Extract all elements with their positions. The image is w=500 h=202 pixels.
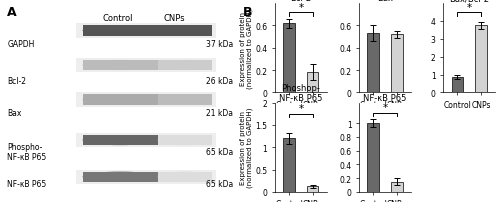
Text: 26 kDa: 26 kDa: [206, 76, 233, 85]
Text: Bax: Bax: [8, 109, 22, 118]
Bar: [158, 95, 212, 105]
Bar: [82, 26, 158, 36]
Bar: [76, 93, 216, 107]
Ellipse shape: [82, 26, 158, 36]
Text: NF-κB P65: NF-κB P65: [8, 179, 46, 188]
Bar: [368, 124, 379, 192]
Bar: [158, 135, 212, 145]
Text: GAPDH: GAPDH: [8, 40, 34, 49]
Text: 65 kDa: 65 kDa: [206, 147, 233, 156]
Text: *: *: [298, 104, 304, 114]
Text: CNPs: CNPs: [164, 14, 185, 23]
Ellipse shape: [82, 135, 158, 145]
Bar: [82, 172, 158, 182]
Bar: [368, 34, 379, 93]
Ellipse shape: [158, 26, 212, 36]
Text: Bcl-2: Bcl-2: [8, 76, 26, 85]
Ellipse shape: [158, 61, 212, 71]
Bar: [76, 133, 216, 147]
Bar: [283, 139, 295, 192]
Text: Phospho-
NF-κB P65: Phospho- NF-κB P65: [8, 142, 46, 161]
Bar: [158, 26, 212, 36]
Bar: [76, 24, 216, 38]
Bar: [82, 95, 158, 105]
Y-axis label: Expression of protein
(normalized to GAPDH): Expression of protein (normalized to GAP…: [240, 107, 253, 187]
Bar: [158, 61, 212, 71]
Title: Bcl-2: Bcl-2: [290, 0, 312, 3]
Bar: [391, 182, 402, 192]
Bar: [82, 135, 158, 145]
Bar: [452, 78, 464, 93]
Bar: [158, 172, 212, 182]
Bar: [475, 26, 487, 93]
Text: Control: Control: [102, 14, 133, 23]
Title: NF-κB P65: NF-κB P65: [364, 93, 406, 102]
Ellipse shape: [82, 172, 158, 182]
Title: Bax: Bax: [377, 0, 393, 3]
Title: Phoshop-
NF-κB P65: Phoshop- NF-κB P65: [279, 84, 322, 102]
Bar: [82, 61, 158, 71]
Text: *: *: [382, 103, 388, 113]
Text: 37 kDa: 37 kDa: [206, 40, 233, 49]
Bar: [306, 73, 318, 93]
Bar: [76, 170, 216, 184]
Text: A: A: [8, 6, 17, 19]
Text: B: B: [242, 6, 252, 19]
Bar: [391, 35, 402, 93]
Text: 21 kDa: 21 kDa: [206, 109, 233, 118]
Title: Bax/Bcl-2: Bax/Bcl-2: [449, 0, 489, 3]
Ellipse shape: [82, 61, 158, 71]
Ellipse shape: [158, 95, 212, 105]
Bar: [76, 59, 216, 73]
Y-axis label: Expression of protein
(normalized to GAPDH): Expression of protein (normalized to GAP…: [240, 8, 253, 88]
Ellipse shape: [158, 172, 212, 182]
Text: 65 kDa: 65 kDa: [206, 179, 233, 188]
Bar: [283, 24, 295, 93]
Ellipse shape: [158, 135, 212, 145]
Text: *: *: [466, 3, 471, 13]
Text: *: *: [298, 3, 304, 13]
Ellipse shape: [82, 95, 158, 105]
Bar: [306, 187, 318, 192]
